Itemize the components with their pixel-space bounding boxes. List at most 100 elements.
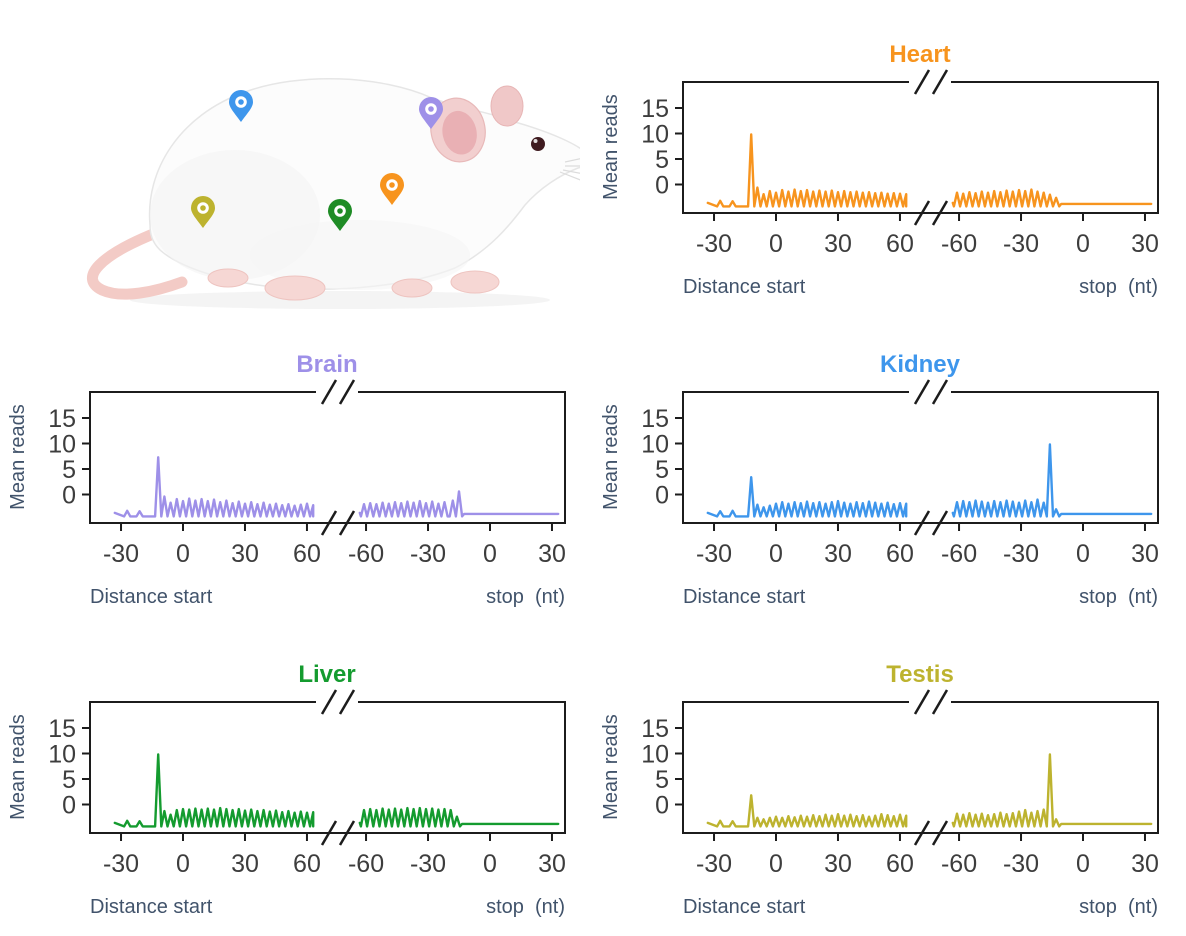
axis-break-slash — [320, 379, 338, 405]
y-tick-label: 15 — [641, 715, 669, 743]
x-tick-label: 0 — [1076, 540, 1090, 568]
rat-paws — [207, 268, 500, 301]
x-tick-label: 30 — [1131, 540, 1159, 568]
x-tick-label: 0 — [769, 230, 783, 258]
chart-title: Liver — [298, 661, 355, 688]
y-tick-label: 5 — [655, 456, 669, 484]
rat-shadow — [130, 291, 550, 309]
rat-ear — [430, 97, 486, 163]
plot-series — [113, 753, 560, 828]
chart-liver: Liver Mean reads 15 10 5 0 -30 0 30 60 -60 -30 0 30… — [0, 640, 593, 936]
y-tick-label: 15 — [48, 715, 76, 743]
x-axis-label-start: Distance start — [683, 276, 806, 298]
x-tick-label: 30 — [231, 540, 259, 568]
axis-break-slash — [931, 510, 949, 536]
x-axis-label-stop: stop (nt) — [1079, 896, 1158, 918]
chart-title: Brain — [296, 351, 357, 378]
x-axis-label-start: Distance start — [90, 896, 213, 918]
rat-far-ear — [490, 85, 524, 127]
chart-kidney: Kidney Mean reads 15 10 5 0 -30 0 30 60 -60 -30 0 3… — [593, 330, 1186, 626]
series-heart-start — [706, 133, 908, 208]
y-tick-label: 5 — [62, 456, 76, 484]
rat-tail — [87, 226, 188, 300]
chart-title: Kidney — [880, 351, 961, 378]
x-tick-label: -30 — [696, 230, 732, 258]
pin-heart — [380, 173, 404, 205]
chart-brain: Brain Mean reads 15 10 5 0 -30 0 30 60 -60 -30 0 30… — [0, 330, 593, 626]
rat-eye — [531, 137, 545, 151]
series-kidney-start — [706, 475, 908, 518]
x-tick-label: -30 — [103, 540, 139, 568]
y-tick-label: 0 — [62, 482, 76, 510]
axis-break-slash — [913, 200, 931, 226]
x-tick-label: -30 — [410, 540, 446, 568]
x-tick-label: 30 — [231, 850, 259, 878]
rat-whiskers — [559, 158, 580, 181]
x-tick-label: 60 — [293, 850, 321, 878]
x-tick-label: 0 — [769, 540, 783, 568]
y-axis-label: Mean reads — [600, 94, 622, 200]
x-tick-label: -30 — [696, 540, 732, 568]
axis-break-slash — [338, 510, 356, 536]
pin-brain — [419, 97, 443, 129]
axis-break-slash — [931, 200, 949, 226]
x-tick-label: 60 — [293, 540, 321, 568]
axis-break-gap — [909, 78, 951, 86]
series-liver-start — [113, 753, 315, 828]
y-tick-label: 10 — [641, 431, 669, 459]
y-tick-label: 5 — [62, 766, 76, 794]
rat-figure — [60, 20, 580, 316]
y-tick-label: 0 — [655, 792, 669, 820]
axis-break-gap — [316, 698, 358, 706]
axis-break-slash — [320, 689, 338, 715]
x-tick-label: 0 — [176, 850, 190, 878]
x-tick-label: 60 — [886, 850, 914, 878]
x-axis-label-start: Distance start — [683, 896, 806, 918]
x-axis-label-start: Distance start — [90, 586, 213, 608]
x-axis-label-stop: stop (nt) — [1079, 586, 1158, 608]
x-tick-label: 0 — [1076, 850, 1090, 878]
rat-shading-belly — [250, 220, 470, 290]
plot-series — [706, 443, 1153, 518]
y-axis-label: Mean reads — [7, 714, 29, 820]
x-tick-label: 0 — [176, 540, 190, 568]
x-tick-label: 0 — [1076, 230, 1090, 258]
axis-break-slash — [931, 379, 949, 405]
rat-illustration — [87, 77, 580, 309]
pin-testis-hole — [197, 202, 209, 214]
series-brain-stop — [358, 490, 560, 518]
x-tick-label: -30 — [1003, 540, 1039, 568]
axis-break-slash — [913, 820, 931, 846]
y-tick-label: 0 — [655, 172, 669, 200]
pin-kidney-hole — [235, 96, 247, 108]
x-tick-label: -60 — [348, 850, 384, 878]
series-heart-stop — [951, 188, 1153, 208]
series-kidney-stop — [951, 443, 1153, 518]
axis-break-slash — [913, 510, 931, 536]
series-liver-stop — [358, 806, 560, 828]
axis-break-slash — [320, 510, 338, 536]
chart-title: Heart — [889, 41, 950, 68]
plot-frame — [682, 701, 1159, 834]
x-axis-label-stop: stop (nt) — [486, 586, 565, 608]
x-tick-label: -30 — [1003, 230, 1039, 258]
plot-series — [706, 133, 1153, 208]
axis-break-slash — [931, 689, 949, 715]
x-tick-label: -30 — [1003, 850, 1039, 878]
y-tick-label: 15 — [641, 95, 669, 123]
pin-heart-hole — [386, 179, 398, 191]
pin-brain-hole — [425, 103, 437, 115]
x-tick-label: 30 — [824, 230, 852, 258]
y-tick-label: 15 — [641, 405, 669, 433]
y-tick-label: 0 — [655, 482, 669, 510]
y-tick-label: 0 — [62, 792, 76, 820]
x-tick-label: -30 — [103, 850, 139, 878]
y-tick-label: 15 — [48, 405, 76, 433]
y-tick-label: 10 — [48, 741, 76, 769]
chart-title: Testis — [886, 661, 954, 688]
